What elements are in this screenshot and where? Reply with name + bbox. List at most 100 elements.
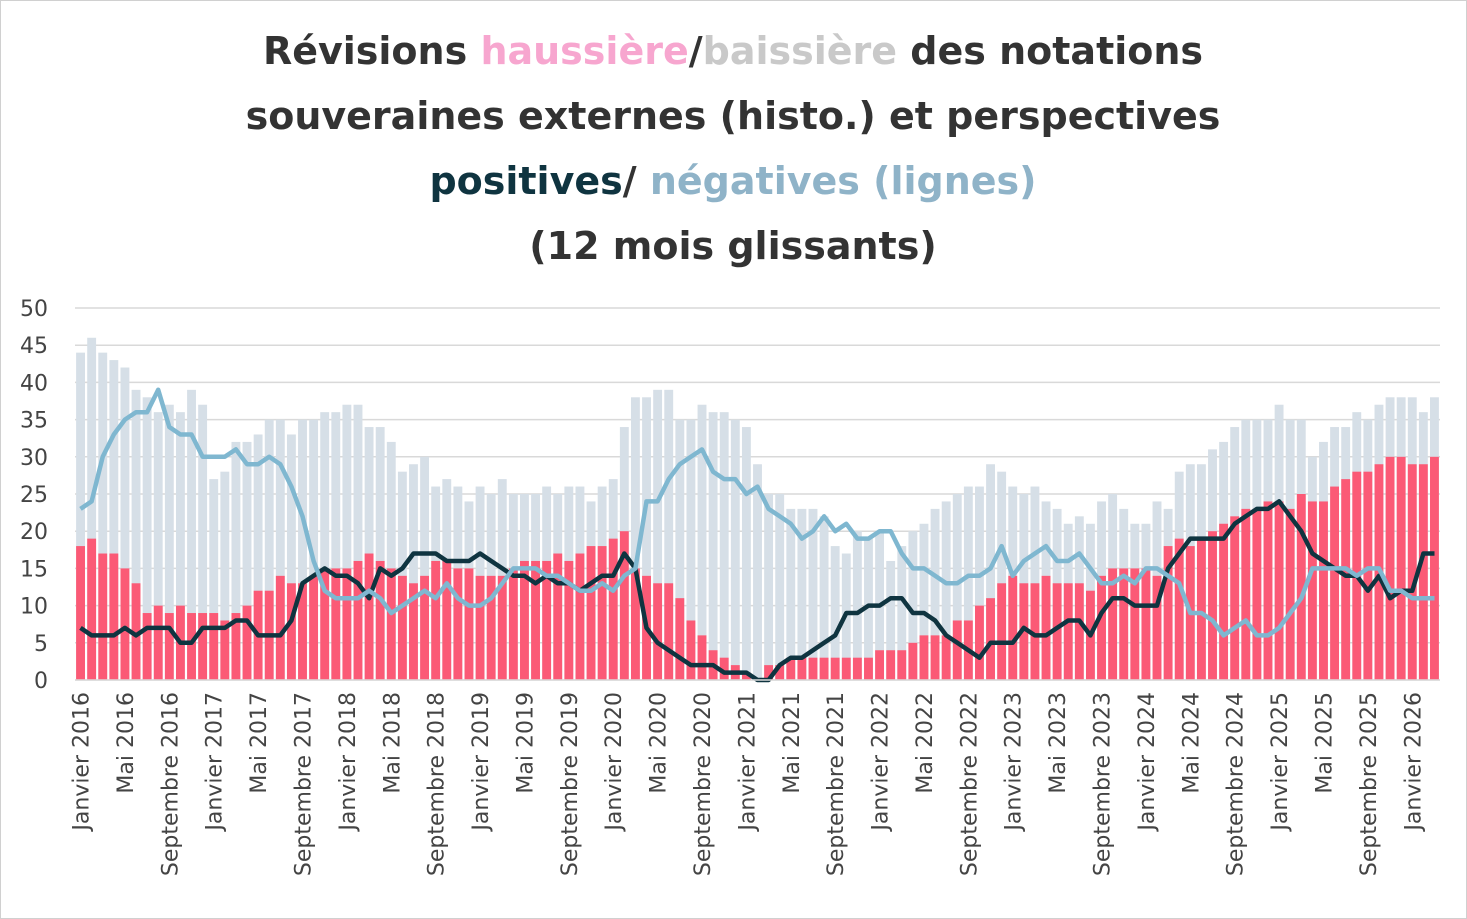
x-tick-label: Mai 2020 [647, 692, 672, 794]
bar [997, 471, 1007, 680]
bar [275, 419, 285, 680]
bar [397, 471, 407, 680]
bar [908, 531, 918, 680]
bar [331, 412, 341, 680]
bar [76, 352, 85, 680]
bar [542, 560, 552, 680]
bar [753, 464, 762, 680]
bar [797, 508, 807, 680]
bar [120, 367, 130, 680]
bar [986, 598, 995, 680]
bar [131, 583, 141, 680]
bar [1363, 471, 1373, 680]
bar [253, 434, 263, 680]
bar [819, 516, 829, 680]
bar [209, 479, 219, 680]
bar [309, 419, 319, 680]
bar [453, 568, 463, 680]
bar [1341, 479, 1351, 680]
bar [819, 657, 829, 680]
x-tick-label: Janvier 2019 [469, 692, 494, 833]
bar [941, 501, 951, 680]
bar [164, 613, 174, 680]
bar [986, 464, 995, 680]
bar [642, 397, 651, 680]
bar [353, 560, 363, 680]
x-tick-label: Mai 2022 [913, 692, 938, 794]
bar [730, 419, 740, 680]
x-tick-label: Janvier 2021 [735, 692, 760, 833]
bar [808, 657, 818, 680]
bar [175, 412, 185, 680]
bar [919, 635, 929, 680]
bar [1407, 464, 1417, 680]
bar [564, 560, 574, 680]
y-tick-label: 35 [20, 409, 48, 434]
bar [1285, 508, 1295, 680]
x-tick-label: Septembre 2016 [158, 692, 183, 876]
bar [952, 620, 962, 680]
bar [886, 650, 896, 680]
bar [930, 635, 940, 680]
bar [1252, 508, 1262, 680]
bar [164, 404, 174, 680]
bar [475, 575, 485, 680]
bar [364, 553, 374, 680]
bar [1108, 568, 1118, 680]
bar [1263, 501, 1273, 680]
x-tick-label: Septembre 2024 [1224, 692, 1249, 876]
x-tick-label: Septembre 2022 [957, 692, 982, 876]
bar [420, 575, 430, 680]
y-tick-label: 0 [34, 669, 48, 694]
x-tick-label: Janvier 2020 [602, 692, 627, 833]
bar [486, 575, 496, 680]
chart-title: souveraines externes (histo.) et perspec… [246, 94, 1221, 138]
x-tick-label: Janvier 2017 [203, 692, 228, 833]
bar [830, 546, 840, 680]
bar [1019, 583, 1029, 680]
bar [1163, 546, 1173, 680]
y-tick-label: 30 [20, 446, 48, 471]
bar [142, 613, 152, 680]
bar [76, 546, 85, 680]
bar [120, 568, 130, 680]
bar [187, 389, 196, 680]
bar [697, 404, 707, 680]
bar [919, 523, 929, 680]
x-tick-label: Mai 2016 [114, 692, 139, 794]
bar [1063, 583, 1073, 680]
bar [98, 352, 108, 680]
x-tick-label: Mai 2025 [1312, 692, 1337, 794]
x-tick-label: Septembre 2018 [425, 692, 450, 876]
x-tick-label: Mai 2021 [780, 692, 805, 794]
x-tick-label: Septembre 2020 [691, 692, 716, 876]
bar [1430, 456, 1439, 680]
bar [675, 419, 685, 680]
title-part: Révisions [263, 29, 480, 73]
bar [886, 560, 896, 680]
bar [386, 441, 396, 680]
title-part: baissière [703, 29, 897, 73]
bar [575, 553, 585, 680]
bar [109, 360, 119, 680]
bar [209, 613, 219, 680]
x-tick-label: Janvier 2018 [336, 692, 361, 833]
bar [131, 389, 141, 680]
bar [109, 553, 119, 680]
y-tick-label: 50 [20, 297, 48, 322]
bar [963, 486, 973, 680]
bar [153, 412, 163, 680]
title-part: positives [429, 159, 622, 203]
bar [1418, 464, 1428, 680]
bar [1074, 583, 1084, 680]
bar [852, 531, 862, 680]
bar [719, 657, 729, 680]
bar [686, 620, 696, 680]
bar [531, 560, 540, 680]
bar [286, 583, 296, 680]
x-tick-label: Janvier 2016 [70, 692, 95, 833]
bar [1030, 583, 1040, 680]
bar [242, 605, 252, 680]
x-tick-label: Septembre 2023 [1091, 692, 1116, 876]
bar [775, 494, 785, 680]
